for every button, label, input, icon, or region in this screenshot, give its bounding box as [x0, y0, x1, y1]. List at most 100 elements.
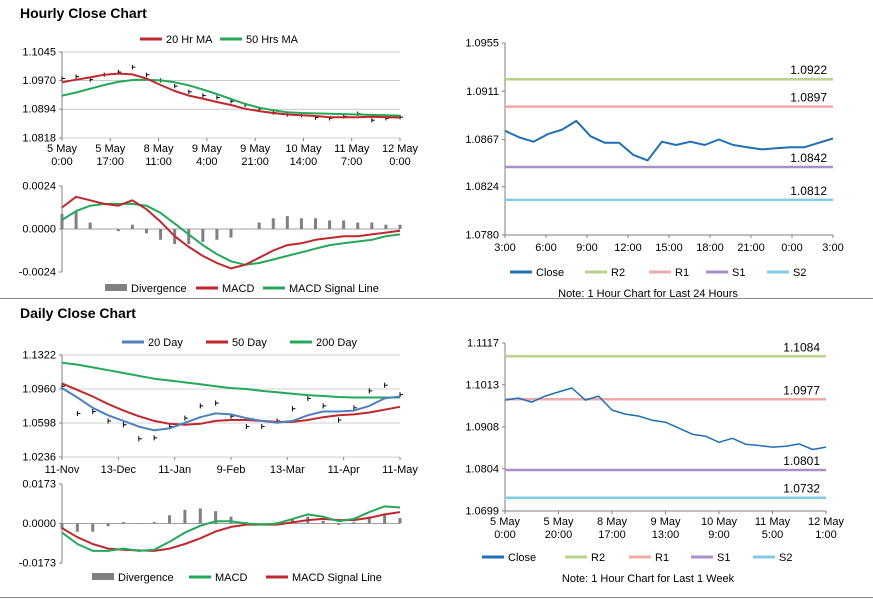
hourly-divergence-bar: [102, 229, 106, 230]
hourly-50hr-ma-line: [61, 78, 401, 117]
daily-pivot-level-label: 1.0732: [783, 482, 820, 496]
daily-20day-line: [61, 387, 401, 432]
hourly-pivot-level-label: 1.0897: [790, 91, 827, 105]
hourly-macd-legend-label: MACD: [222, 283, 254, 295]
hourly-price-x-tick-label: 9 May: [192, 143, 222, 155]
hourly-pivot-x-tick-label: 3:00: [494, 242, 515, 254]
daily-divergence-bar: [367, 516, 371, 524]
hourly-price-x-tick-label: 14:00: [290, 156, 318, 168]
hourly-price-x-tick-label: 9 May: [240, 143, 270, 155]
hourly-divergence-bar: [201, 229, 205, 242]
hourly-divergence-bar: [187, 229, 191, 245]
section-divider: [0, 298, 873, 299]
hourly-pivot-x-tick-label: 0:00: [781, 242, 802, 254]
daily-macd-legend-label: MACD: [215, 572, 247, 584]
hourly-pivot-level-label: 1.0922: [790, 63, 827, 77]
hourly-macd-legend-label: MACD Signal Line: [289, 283, 379, 295]
hourly-price-y-tick-label: 1.0894: [22, 104, 56, 116]
hourly-pivot-legend-label: R2: [611, 267, 625, 279]
daily-pivot-x-tick-label: 12 May: [808, 516, 845, 528]
daily-pivot-x-tick-label: 1:00: [815, 529, 836, 541]
hourly-price-x-tick-label: 12 May: [382, 143, 419, 155]
hourly-pivot-x-tick-label: 21:00: [737, 242, 765, 254]
hourly-divergence-bar: [229, 229, 233, 238]
daily-divergence-bar: [337, 523, 341, 525]
hourly-pivot-y-tick-label: 1.0824: [465, 181, 499, 193]
daily-pivot-note: Note: 1 Hour Chart for Last 1 Week: [562, 573, 735, 585]
hourly-price-x-tick-label: 0:00: [51, 156, 72, 168]
daily-pivot-x-tick-label: 8 May: [597, 516, 627, 528]
hourly-divergence-bar: [271, 218, 275, 229]
hourly-price-y-tick-label: 1.1045: [22, 47, 56, 59]
hourly-divergence-bar: [145, 229, 148, 234]
daily-pivot-x-tick-label: 5 May: [544, 516, 574, 528]
daily-pivot-y-tick-label: 1.0908: [465, 422, 499, 434]
daily-pivot-x-tick-label: 13:00: [652, 529, 680, 541]
hourly-price-x-tick-label: 21:00: [241, 156, 269, 168]
hourly-divergence-bar: [116, 229, 120, 232]
hourly-pivot-x-tick-label: 3:00: [822, 242, 843, 254]
daily-price-x-tick-label: 11-Apr: [328, 464, 361, 476]
daily-pivot-x-tick-label: 20:00: [545, 529, 573, 541]
daily-divergence-bar: [106, 523, 110, 527]
hourly-pivot-y-tick-label: 1.0955: [465, 38, 499, 50]
daily-price-legend-label: 20 Day: [148, 337, 183, 349]
daily-price-y-tick-label: 1.1322: [22, 350, 56, 362]
hourly-divergence-bar: [299, 218, 303, 229]
hourly-pivot-y-tick-label: 1.0780: [465, 230, 499, 242]
hourly-price-x-tick-label: 10 May: [285, 143, 322, 155]
daily-pivot-x-tick-label: 0:00: [494, 529, 515, 541]
daily-divergence-bar: [352, 522, 356, 524]
hourly-pivot-x-tick-label: 12:00: [614, 242, 642, 254]
daily-divergence-bar: [214, 511, 218, 524]
hourly-pivot-legend-label: S1: [732, 267, 745, 279]
hourly-price-x-tick-label: 4:00: [196, 156, 217, 168]
hourly-price-x-tick-label: 7:00: [341, 156, 362, 168]
hourly-price-legend-label: 50 Hrs MA: [246, 34, 299, 46]
daily-price-y-tick-label: 1.0236: [22, 452, 56, 464]
daily-pivot-legend-label: R1: [655, 552, 669, 564]
daily-pivot-y-tick-label: 1.1013: [465, 379, 499, 391]
daily-divergence-bar: [183, 509, 187, 524]
daily-price-x-tick-label: 11-Jan: [158, 464, 191, 476]
hourly-divergence-bar: [60, 213, 64, 229]
hourly-pivot-y-tick-label: 1.0867: [465, 134, 499, 146]
hourly-divergence-bar: [356, 222, 360, 229]
daily-price-y-tick-label: 1.0960: [22, 384, 56, 396]
hourly-divergence-bar: [328, 220, 332, 229]
hourly-divergence-bar: [130, 224, 134, 229]
daily-divergence-bar: [321, 520, 325, 524]
daily-pivot-level-label: 1.0977: [783, 383, 820, 397]
daily-pivot-legend-label: S1: [717, 552, 730, 564]
daily-pivot-x-tick-label: 11 May: [755, 516, 791, 528]
daily-macd-y-tick-label: 0.0173: [22, 479, 56, 491]
daily-pivot-y-tick-label: 1.0804: [465, 463, 499, 475]
daily-macd-line: [61, 505, 401, 552]
daily-divergence-bar: [121, 522, 125, 524]
hourly-divergence-bar: [88, 222, 92, 229]
hourly-section-title: Hourly Close Chart: [20, 5, 147, 21]
hourly-macd-y-tick-label: -0.0024: [19, 267, 56, 279]
hourly-macd-legend-label: Divergence: [131, 283, 187, 295]
daily-price-y-tick-label: 1.0598: [22, 418, 56, 430]
hourly-pivot-x-tick-label: 6:00: [535, 242, 556, 254]
hourly-price-x-tick-label: 11 May: [334, 143, 370, 155]
daily-section-title: Daily Close Chart: [20, 305, 136, 321]
daily-divergence-bar: [91, 523, 95, 532]
daily-pivot-legend-label: R2: [591, 552, 605, 564]
daily-divergence-bar: [398, 518, 402, 524]
hourly-pivot-x-tick-label: 15:00: [655, 242, 683, 254]
daily-price-x-tick-label: 13-Dec: [101, 464, 137, 476]
hourly-price-x-tick-label: 5 May: [95, 143, 125, 155]
daily-macd-legend-label: MACD Signal Line: [292, 572, 382, 584]
bottom-divider: [0, 597, 873, 598]
hourly-price-y-tick-label: 1.0818: [22, 133, 56, 145]
hourly-divergence-bar: [243, 229, 247, 230]
daily-macd-legend-swatch: [92, 573, 114, 580]
daily-pivot-x-tick-label: 5:00: [762, 529, 783, 541]
hourly-price-x-tick-label: 0:00: [389, 156, 410, 168]
hourly-divergence-bar: [159, 229, 163, 240]
daily-50day-line: [61, 382, 401, 426]
daily-pivot-x-tick-label: 17:00: [598, 529, 626, 541]
daily-pivot-x-tick-label: 9:00: [708, 529, 729, 541]
